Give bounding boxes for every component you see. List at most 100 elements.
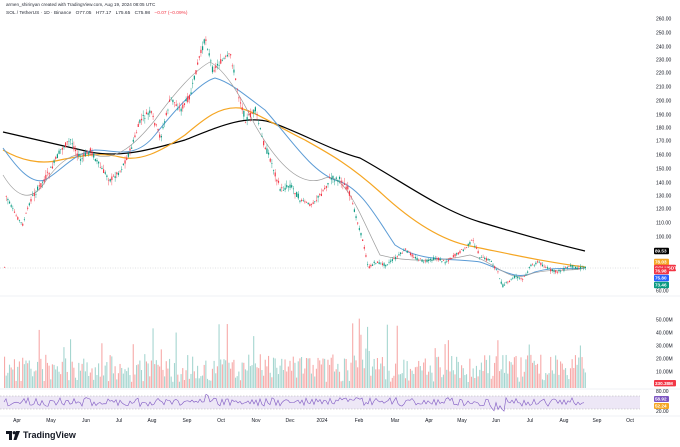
candle-body <box>451 258 453 259</box>
candle-body <box>8 201 11 204</box>
volume-bar <box>60 374 62 388</box>
volume-bar <box>41 369 44 388</box>
volume-bar <box>566 375 568 388</box>
price-tick-label: 140.00 <box>656 181 672 187</box>
volume-bar <box>507 373 509 388</box>
symbol-name[interactable]: SOL / TetherUS · 1D · Binance <box>6 11 72 16</box>
volume-bar <box>12 369 14 388</box>
candle-body <box>239 102 242 104</box>
volume-bar <box>45 354 47 388</box>
volume-bar <box>235 377 237 388</box>
volume-bar <box>348 380 350 388</box>
candle-body <box>68 140 70 142</box>
candle-body <box>221 60 223 61</box>
candle-body <box>188 95 190 100</box>
volume-bar <box>301 357 303 388</box>
price-tag-box <box>654 281 669 289</box>
candle-body <box>173 102 176 104</box>
candle-body <box>211 66 214 73</box>
candle-body <box>147 113 149 115</box>
candle-body <box>48 173 50 175</box>
volume-bar <box>30 368 32 388</box>
candle-body <box>38 185 40 187</box>
candle-body <box>216 63 219 66</box>
candle-body <box>376 261 379 263</box>
volume-bar <box>134 374 136 388</box>
volume-bar <box>68 380 70 388</box>
volume-bar <box>233 359 235 388</box>
volume-bar <box>142 381 144 388</box>
candle-body <box>301 199 303 201</box>
volume-bar <box>289 360 291 388</box>
volume-bar <box>340 381 342 388</box>
candle-body <box>17 217 19 220</box>
time-tick-label: Mar <box>391 418 400 424</box>
rsi-band <box>0 396 640 409</box>
volume-bar <box>461 365 463 388</box>
volume-bar <box>291 370 293 388</box>
candle-body <box>558 269 560 272</box>
volume-bar <box>205 360 207 388</box>
volume-bar <box>375 369 377 388</box>
candle-body <box>502 284 504 288</box>
time-tick-label: Aug <box>148 418 157 424</box>
candle-body <box>409 252 412 255</box>
price-tag-label: 75.80 <box>655 276 667 281</box>
time-tick-label: Apr <box>425 418 433 424</box>
candle-body <box>573 265 575 267</box>
tradingview-logo[interactable]: TradingView <box>6 430 76 440</box>
candle-body <box>155 124 157 126</box>
candle-body <box>132 139 134 142</box>
volume-bar <box>282 370 284 388</box>
candle-body <box>581 266 583 268</box>
candle-body <box>309 203 311 207</box>
candle-body <box>175 104 177 106</box>
ohlc-high: H77.17 <box>95 11 112 16</box>
volume-bar <box>91 368 93 388</box>
volume-bar <box>188 378 190 388</box>
candle-body <box>7 199 9 201</box>
candle-body <box>205 39 207 41</box>
volume-bar <box>360 334 362 388</box>
candle-body <box>305 202 308 203</box>
volume-bar <box>70 339 72 388</box>
volume-bar <box>266 366 268 388</box>
volume-bar <box>13 359 15 388</box>
volume-bar <box>532 362 534 388</box>
candle-body <box>27 207 29 209</box>
rsi-tick-label: 20.00 <box>656 409 669 415</box>
volume-bar <box>500 369 502 388</box>
volume-bar <box>89 372 91 388</box>
candle-body <box>470 239 473 241</box>
candle-body <box>172 99 174 103</box>
volume-bar <box>358 318 360 388</box>
candle-body <box>299 200 301 202</box>
candle-body <box>520 277 522 279</box>
candle-body <box>513 275 516 278</box>
candle-body <box>363 246 365 249</box>
candle-body <box>360 232 362 236</box>
candle-body <box>497 271 499 273</box>
time-tick-label: Apr <box>13 418 21 424</box>
volume-bar <box>574 355 576 388</box>
candle-body <box>561 269 563 271</box>
candle-body <box>555 270 557 273</box>
volume-bar <box>8 364 11 388</box>
candle-body <box>350 196 352 198</box>
volume-bar <box>367 326 369 388</box>
candle-body <box>441 261 443 262</box>
volume-bar <box>129 375 131 388</box>
volume-bar <box>434 348 436 388</box>
volume-bar <box>431 372 433 388</box>
volume-bar <box>512 364 514 388</box>
candle-body <box>426 259 428 262</box>
volume-bar <box>414 367 416 388</box>
candle-body <box>429 258 431 261</box>
volume-bar <box>550 356 552 388</box>
candle-body <box>20 222 22 224</box>
volume-bar <box>198 378 200 388</box>
candle-body <box>459 250 461 254</box>
rsi-tag-label: 58.92 <box>655 397 667 402</box>
candle-body <box>551 269 553 272</box>
